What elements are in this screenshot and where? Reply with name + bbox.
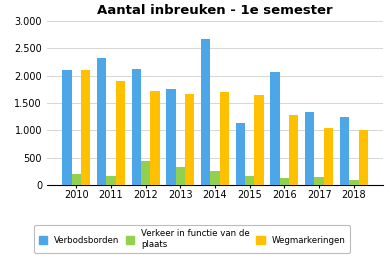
Bar — [97, 58, 106, 185]
Bar — [185, 94, 194, 185]
Bar — [141, 161, 150, 185]
Legend: Verbodsborden, Verkeer in functie van de
plaats, Wegmarkeringen: Verbodsborden, Verkeer in functie van de… — [34, 225, 350, 253]
Bar — [359, 130, 368, 185]
Bar — [106, 176, 116, 185]
Bar — [220, 92, 229, 185]
Bar — [324, 128, 333, 185]
Bar — [314, 177, 324, 185]
Bar — [340, 117, 349, 185]
Bar — [150, 91, 160, 185]
Bar — [349, 180, 359, 185]
Bar — [271, 72, 280, 185]
Bar — [62, 70, 72, 185]
Bar — [81, 70, 90, 185]
Bar — [255, 95, 264, 185]
Bar — [176, 167, 185, 185]
Bar — [305, 112, 314, 185]
Bar — [166, 89, 176, 185]
Bar — [236, 123, 245, 185]
Bar — [210, 171, 220, 185]
Bar — [72, 174, 81, 185]
Bar — [289, 115, 298, 185]
Title: Aantal inbreuken - 1e semester: Aantal inbreuken - 1e semester — [97, 4, 333, 17]
Bar — [116, 81, 125, 185]
Bar — [280, 178, 289, 185]
Bar — [201, 39, 210, 185]
Bar — [245, 176, 255, 185]
Bar — [132, 69, 141, 185]
